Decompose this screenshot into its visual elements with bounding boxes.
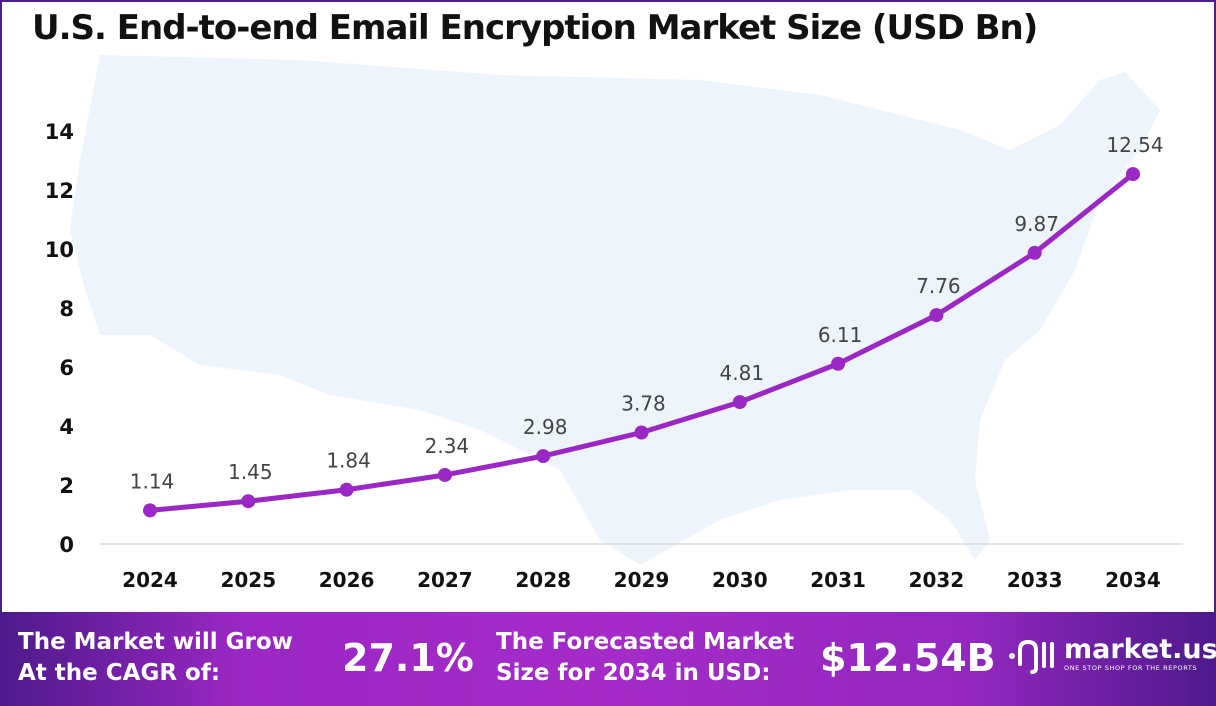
- data-point: [1126, 167, 1140, 182]
- x-tick-label: 2027: [417, 568, 473, 592]
- footer-banner: The Market will Grow At the CAGR of: 27.…: [0, 612, 1216, 706]
- data-point: [241, 494, 256, 509]
- forecast-label-line2: Size for 2034 in USD:: [496, 660, 771, 686]
- cagr-value: 27.1%: [342, 636, 474, 680]
- y-tick-label: 10: [45, 238, 74, 262]
- data-label: 1.45: [228, 460, 273, 484]
- data-label: 2.34: [425, 434, 470, 458]
- x-tick-label: 2026: [319, 568, 375, 592]
- data-label: 9.87: [1014, 212, 1059, 236]
- data-label: 4.81: [720, 361, 765, 385]
- data-point: [437, 467, 452, 482]
- data-label: 6.11: [818, 323, 863, 347]
- y-tick-label: 0: [59, 533, 74, 557]
- forecast-label: The Forecasted Market Size for 2034 in U…: [496, 627, 794, 689]
- logo-name: market.us: [1064, 634, 1216, 665]
- us-map-background: [70, 55, 1160, 565]
- forecast-label-line1: The Forecasted Market: [496, 629, 795, 655]
- forecast-value: $12.54B: [820, 636, 996, 680]
- x-tick-label: 2034: [1105, 568, 1161, 592]
- data-label: 12.54: [1106, 133, 1163, 157]
- data-point: [536, 449, 551, 464]
- data-point: [339, 482, 354, 497]
- data-label: 1.14: [130, 469, 175, 493]
- y-tick-label: 14: [45, 120, 74, 144]
- x-tick-label: 2031: [810, 568, 866, 592]
- x-tick-label: 2033: [1007, 568, 1063, 592]
- chart-title: U.S. End-to-end Email Encryption Market …: [32, 8, 1038, 48]
- y-tick-label: 4: [59, 415, 74, 439]
- y-tick-label: 8: [59, 297, 74, 321]
- x-tick-label: 2030: [712, 568, 768, 592]
- y-tick-label: 12: [45, 179, 74, 203]
- data-point: [929, 308, 944, 323]
- x-tick-label: 2029: [614, 568, 670, 592]
- data-label: 1.84: [326, 449, 371, 473]
- data-point: [634, 425, 649, 440]
- data-label: 3.78: [621, 391, 666, 415]
- cagr-label: The Market will Grow At the CAGR of:: [18, 627, 293, 689]
- data-point: [143, 503, 157, 518]
- data-point: [1027, 245, 1042, 260]
- cagr-label-line2: At the CAGR of:: [18, 660, 221, 686]
- y-tick-label: 6: [59, 356, 74, 380]
- x-tick-label: 2028: [515, 568, 571, 592]
- x-tick-label: 2025: [220, 568, 276, 592]
- x-tick-label: 2032: [909, 568, 965, 592]
- line-chart: 0 2 4 6 8 10 12 14 2024 2025 2026 2027 2028 2029 2030…: [45, 55, 1183, 592]
- data-point: [732, 395, 747, 410]
- data-label: 2.98: [523, 415, 568, 439]
- x-tick-label: 2024: [122, 568, 178, 592]
- y-tick-label: 2: [59, 474, 74, 498]
- logo-icon: [1009, 639, 1054, 674]
- market-us-logo: market.us ONE STOP SHOP FOR THE REPORTS: [1006, 634, 1216, 674]
- logo-tagline: ONE STOP SHOP FOR THE REPORTS: [1064, 664, 1198, 672]
- data-point: [831, 356, 846, 371]
- data-label: 7.76: [916, 274, 961, 298]
- cagr-label-line1: The Market will Grow: [18, 629, 293, 655]
